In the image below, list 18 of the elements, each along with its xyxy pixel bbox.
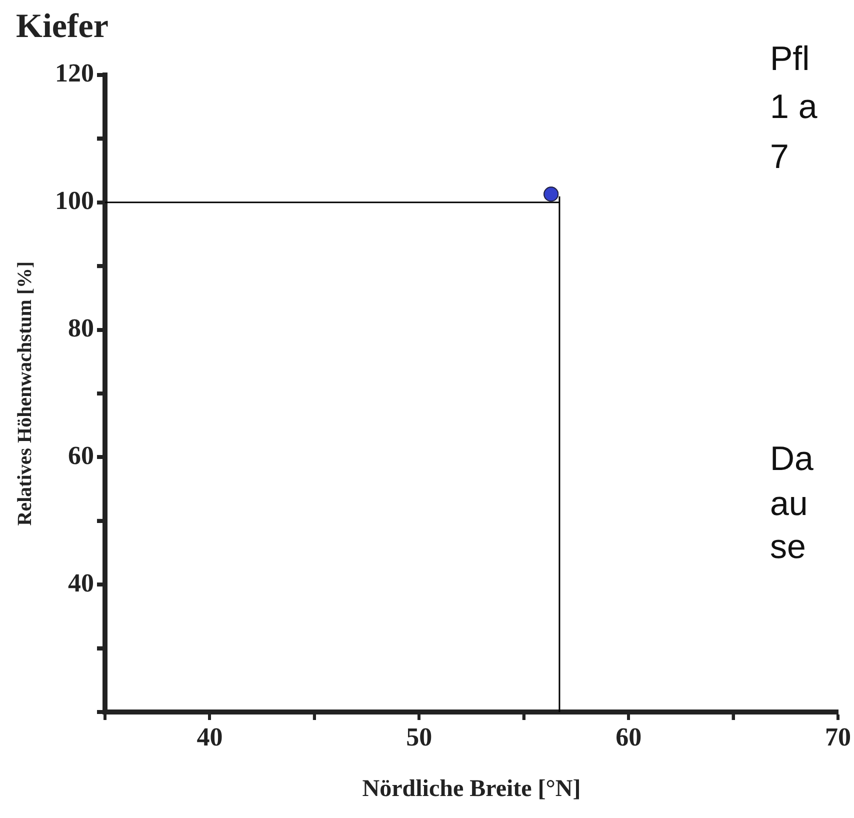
- y-tick-label: 40: [68, 568, 94, 598]
- y-tick-label: 120: [55, 58, 94, 88]
- y-tick-label: 80: [68, 314, 94, 343]
- annotation: 7: [770, 138, 789, 177]
- annotation: se: [770, 528, 806, 567]
- chart-title: Kiefer: [16, 8, 108, 46]
- annotation: 1 a: [770, 88, 818, 127]
- annotation: Pfl: [770, 40, 810, 79]
- x-tick-label: 60: [616, 722, 642, 752]
- y-tick-label: 100: [55, 186, 94, 216]
- annotation: au: [770, 485, 808, 524]
- x-tick-label: 40: [196, 722, 223, 752]
- annotation: Da: [770, 440, 814, 479]
- x-axis-title: Nördliche Breite [°N]: [362, 776, 581, 802]
- y-axis-title: Relatives Höhenwachstum [%]: [14, 261, 36, 526]
- y-tick-label: 60: [68, 440, 94, 470]
- x-tick-label: 70: [825, 722, 851, 752]
- x-tick-label: 50: [406, 722, 432, 752]
